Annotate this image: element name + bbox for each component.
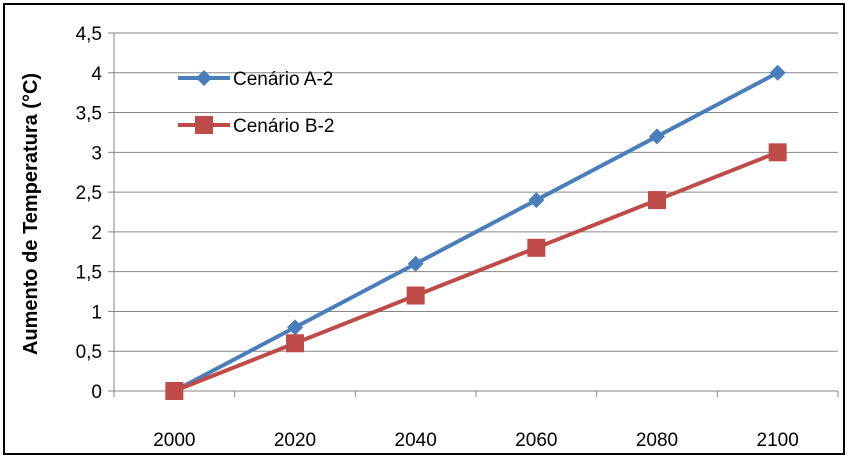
y-tick-labels: 0 0,5 1 1,5 2 2,5 3 3,5 4 4,5	[76, 24, 103, 403]
y-tick-label: 2	[91, 223, 102, 244]
legend: Cenário A-2 Cenário B-2	[178, 69, 334, 137]
x-tick-label: 2080	[636, 430, 678, 451]
series-line	[173, 150, 779, 393]
y-tick-label: 1,5	[76, 263, 102, 284]
gridlines	[114, 32, 838, 352]
series-line	[173, 71, 779, 393]
data-point	[769, 64, 786, 81]
chart-frame	[3, 3, 845, 455]
data-point	[406, 286, 425, 305]
legend-marker	[196, 70, 212, 86]
data-point	[287, 319, 303, 336]
y-tick-label: 0,5	[76, 342, 102, 363]
data-point	[649, 128, 665, 145]
x-tick-label: 2060	[515, 430, 557, 451]
legend-item: Cenário A-2	[178, 69, 333, 90]
legend-label: Cenário B-2	[233, 116, 334, 137]
x-tick-label: 2020	[274, 430, 316, 451]
data-point	[165, 382, 184, 400]
series-layer	[165, 64, 787, 400]
y-tick-label: 4	[91, 64, 102, 85]
series-b2	[165, 143, 787, 400]
y-axis-label: Aumento de Temperatura (°C)	[20, 73, 42, 355]
y-tick-label: 0	[91, 382, 102, 403]
data-point	[528, 192, 545, 209]
data-point	[527, 238, 546, 257]
legend-item: Cenário B-2	[178, 116, 334, 137]
data-point	[648, 191, 666, 210]
x-tick-labels: 2000 2020 2040 2060 2080 2100	[153, 430, 799, 451]
axes	[108, 32, 839, 397]
legend-marker	[195, 116, 213, 134]
y-tick-label: 3	[91, 143, 102, 164]
legend-label: Cenário A-2	[233, 69, 333, 90]
y-tick-label: 2,5	[76, 183, 102, 204]
data-point	[286, 334, 304, 353]
data-point	[407, 255, 424, 272]
x-tick-label: 2000	[153, 430, 195, 451]
data-point	[768, 143, 787, 162]
y-tick-label: 4,5	[76, 24, 102, 45]
y-tick-label: 3,5	[76, 104, 102, 125]
y-tick-label: 1	[91, 302, 102, 323]
x-tick-label: 2040	[395, 430, 437, 451]
x-tick-label: 2100	[757, 430, 799, 451]
